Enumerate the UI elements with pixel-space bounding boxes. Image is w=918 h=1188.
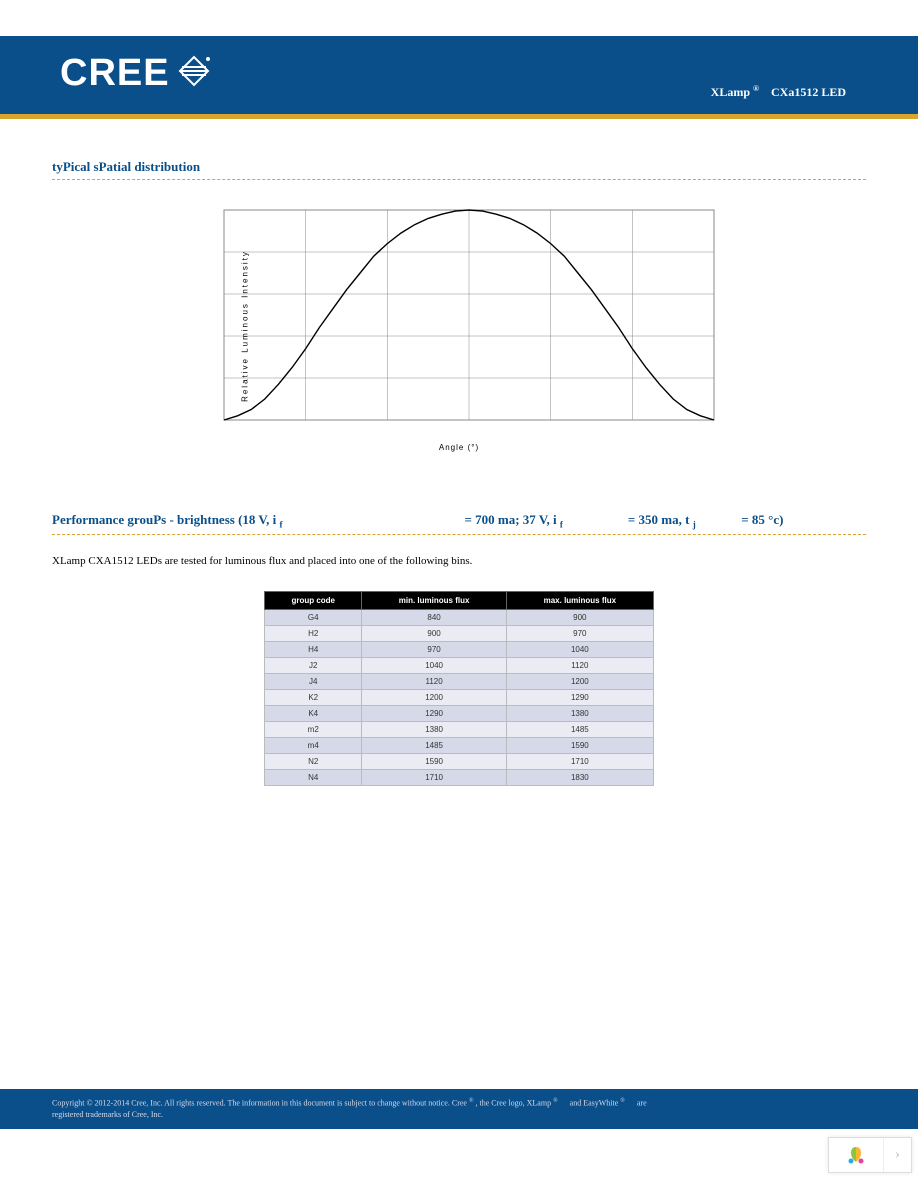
table-row: K212001290 (265, 689, 654, 705)
footer-reg1: ® (469, 1098, 474, 1104)
section2-description: XLamp CXA1512 LEDs are tested for lumino… (52, 555, 866, 567)
table-cell: J2 (265, 657, 362, 673)
logo-text: CREE (60, 52, 170, 95)
table-cell: 1120 (362, 673, 506, 689)
table-cell: 1290 (506, 689, 653, 705)
table-cell: 1040 (506, 641, 653, 657)
chevron-right-icon[interactable]: › (883, 1138, 911, 1172)
table-cell: 1200 (506, 673, 653, 689)
table-cell: K2 (265, 689, 362, 705)
product-right: CXa1512 LED (771, 85, 846, 99)
content: tyPical sPatial distribution Relative Lu… (0, 119, 918, 1089)
table-row: J210401120 (265, 657, 654, 673)
table-row: H49701040 (265, 641, 654, 657)
table-cell: 1290 (362, 705, 506, 721)
footer-mid1: , the Cree logo, XLamp (476, 1099, 552, 1108)
table-cell: 1830 (506, 769, 653, 785)
footer-mid2: and EasyWhite (570, 1099, 619, 1108)
footer-reg3: ® (620, 1098, 625, 1104)
table-row: N215901710 (265, 753, 654, 769)
section2-title: Performance grouPs - brightness (18 V, i… (52, 512, 866, 530)
table-header-row: group codemin. luminous fluxmax. luminou… (265, 591, 654, 609)
table-cell: 1485 (506, 721, 653, 737)
table-cell: 970 (362, 641, 506, 657)
table-cell: J4 (265, 673, 362, 689)
table-cell: 1590 (362, 753, 506, 769)
s2-sub-f2: f (560, 520, 563, 530)
table-cell: 1380 (362, 721, 506, 737)
table-row: H2900970 (265, 625, 654, 641)
product-left: XLamp (711, 85, 750, 99)
table-cell: K4 (265, 705, 362, 721)
table-cell: 1590 (506, 737, 653, 753)
footer-left1: Copyright © 2012-2014 Cree, Inc. All rig… (52, 1099, 467, 1108)
top-margin (0, 0, 918, 36)
logo: CREE (60, 52, 212, 95)
table-cell: H2 (265, 625, 362, 641)
table-cell: N2 (265, 753, 362, 769)
table-cell: 1380 (506, 705, 653, 721)
s2-sub-f1: f (279, 520, 282, 530)
table-cell: 840 (362, 609, 506, 625)
table-cell: G4 (265, 609, 362, 625)
table-cell: 900 (362, 625, 506, 641)
s2-p3: = 350 ma, t (628, 512, 690, 527)
table-cell: 1200 (362, 689, 506, 705)
reg-mark: ® (753, 84, 759, 93)
footer-left2: registered trademarks of Cree, Inc. (52, 1110, 163, 1119)
spatial-chart: Relative Luminous Intensity Angle (°) (179, 200, 739, 452)
table-row: J411201200 (265, 673, 654, 689)
table-cell: 1120 (506, 657, 653, 673)
table-header-cell: group code (265, 591, 362, 609)
table-cell: H4 (265, 641, 362, 657)
table-cell: 900 (506, 609, 653, 625)
product-label: XLamp ® CXa1512 LED (711, 84, 846, 100)
s2-p2: = 700 ma; 37 V, i (464, 512, 556, 527)
table-row: N417101830 (265, 769, 654, 785)
table-row: G4840900 (265, 609, 654, 625)
bottom-margin: › (0, 1129, 918, 1173)
table-cell: N4 (265, 769, 362, 785)
table-cell: 970 (506, 625, 653, 641)
table-row: m213801485 (265, 721, 654, 737)
chart-x-label: Angle (°) (179, 443, 739, 452)
table-cell: 1040 (362, 657, 506, 673)
table-header-cell: max. luminous flux (506, 591, 653, 609)
table-row: K412901380 (265, 705, 654, 721)
table-header-cell: min. luminous flux (362, 591, 506, 609)
header: CREE XLamp ® CXa1512 LED (0, 36, 918, 114)
bins-table: group codemin. luminous fluxmax. luminou… (264, 591, 654, 786)
s2-p1: Performance grouPs - brightness (18 V, i (52, 512, 276, 527)
table-cell: m2 (265, 721, 362, 737)
footer-mid3: are (637, 1099, 647, 1108)
section2-divider (52, 534, 866, 535)
footer-reg2: ® (553, 1098, 558, 1104)
section1-title: tyPical sPatial distribution (52, 159, 866, 175)
widget-icon (829, 1138, 883, 1172)
logo-icon (176, 53, 212, 94)
s2-p4: = 85 °c) (741, 512, 783, 527)
feedback-widget[interactable]: › (828, 1137, 912, 1173)
table-cell: m4 (265, 737, 362, 753)
table-cell: 1485 (362, 737, 506, 753)
footer: Copyright © 2012-2014 Cree, Inc. All rig… (0, 1089, 918, 1129)
s2-sub-j: j (693, 520, 696, 530)
table-row: m414851590 (265, 737, 654, 753)
table-cell: 1710 (362, 769, 506, 785)
chart-svg (194, 200, 724, 430)
section1-divider (52, 179, 866, 180)
chart-y-label: Relative Luminous Intensity (240, 250, 249, 402)
table-cell: 1710 (506, 753, 653, 769)
